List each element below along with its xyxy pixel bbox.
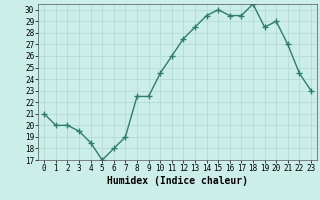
X-axis label: Humidex (Indice chaleur): Humidex (Indice chaleur)	[107, 176, 248, 186]
